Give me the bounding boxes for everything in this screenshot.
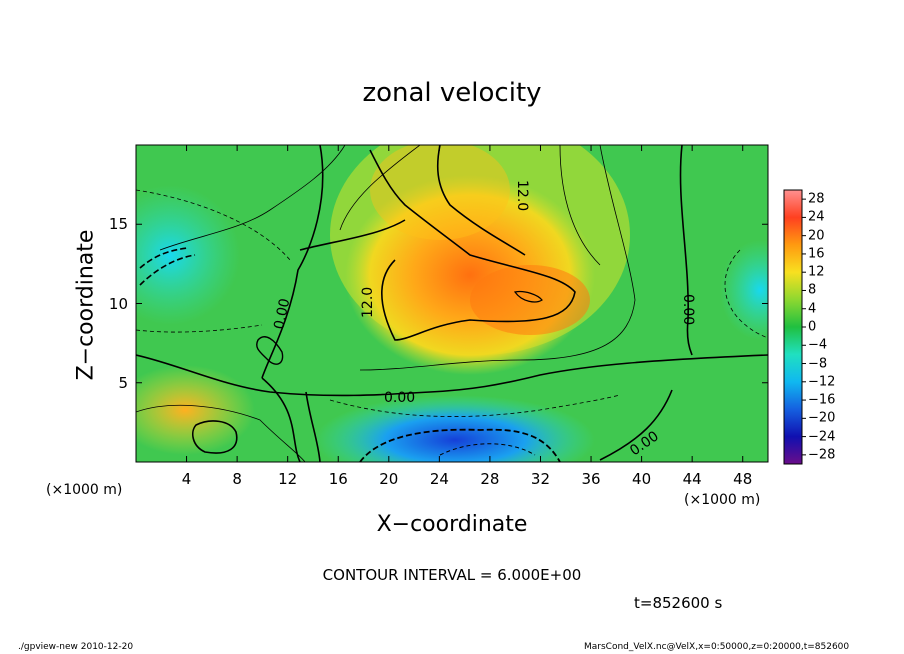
contour-label-12-left: 12.0 xyxy=(360,287,376,318)
colorbar-tick-label: 0 xyxy=(808,319,817,335)
chart-title: zonal velocity xyxy=(362,78,542,108)
x-tick-label: 12 xyxy=(278,470,298,488)
y-tick-label: 5 xyxy=(118,373,128,392)
colorbar-tick-label: 8 xyxy=(808,282,817,298)
colorbar-tick-label: 4 xyxy=(808,301,817,317)
colorbar-tick-label: −20 xyxy=(808,410,836,426)
colorbar-tick-label: 16 xyxy=(808,246,825,262)
contour-lines xyxy=(136,145,768,462)
colorbar-tick-label: −12 xyxy=(808,374,836,390)
contour-label-12-upper: 12.0 xyxy=(514,180,530,211)
time-stamp: t=852600 s xyxy=(634,594,723,612)
x-tick-label: 16 xyxy=(328,470,348,488)
footer-left-text: ./gpview-new 2010-12-20 xyxy=(18,642,134,652)
x-tick-label: 32 xyxy=(530,470,551,488)
colorbar-tick-label: −4 xyxy=(808,337,828,353)
x-tick-label: 40 xyxy=(632,470,652,488)
contour-label-0-middle: 0.00 xyxy=(384,390,415,406)
colorbar-tick-label: 24 xyxy=(808,209,825,225)
x-tick-label: 8 xyxy=(232,470,242,488)
colorbar-tick-label: 12 xyxy=(808,264,825,280)
x-tick-label: 44 xyxy=(682,470,702,488)
colorbar-tick-label: −16 xyxy=(808,392,836,408)
x-tick-marks xyxy=(186,145,744,462)
x-tick-label: 48 xyxy=(733,470,753,488)
contour-label-group: 12.0 12.0 0.00 0.00 0.00 0.00 xyxy=(271,180,696,459)
contour-label-0-left: 0.00 xyxy=(271,297,293,331)
colorbar-tick-label: −28 xyxy=(808,447,836,463)
colorbar-tick-label: 20 xyxy=(808,228,825,244)
footer-right-text: MarsCond_VelX.nc@VelX,x=0:50000,z=0:2000… xyxy=(584,642,850,652)
contour-interval-text: CONTOUR INTERVAL = 6.000E+00 xyxy=(322,566,582,584)
x-tick-label: 4 xyxy=(181,470,192,488)
x-tick-label: 20 xyxy=(379,470,399,488)
y-tick-label: 10 xyxy=(108,294,128,313)
colorbar-tick-label: 28 xyxy=(808,191,825,207)
colorbar-tick-marks xyxy=(802,198,806,456)
colorbar-tick-label: −8 xyxy=(808,356,828,372)
colorbar xyxy=(783,189,803,465)
y-tick-label: 15 xyxy=(108,215,128,234)
x-axis-label: X−coordinate xyxy=(376,512,528,537)
velocity-field xyxy=(136,145,768,462)
x-tick-label: 36 xyxy=(581,470,601,488)
x-tick-label: 28 xyxy=(480,470,500,488)
y-axis-label: Z−coordinate xyxy=(73,229,99,381)
colorbar-tick-label: −24 xyxy=(808,429,836,445)
x-unit-label-left: (×1000 m) xyxy=(46,482,123,498)
contour-label-0-right: 0.00 xyxy=(680,294,696,325)
x-unit-label-right: (×1000 m) xyxy=(684,492,761,508)
y-tick-marks xyxy=(136,223,768,384)
x-tick-label: 24 xyxy=(429,470,449,488)
